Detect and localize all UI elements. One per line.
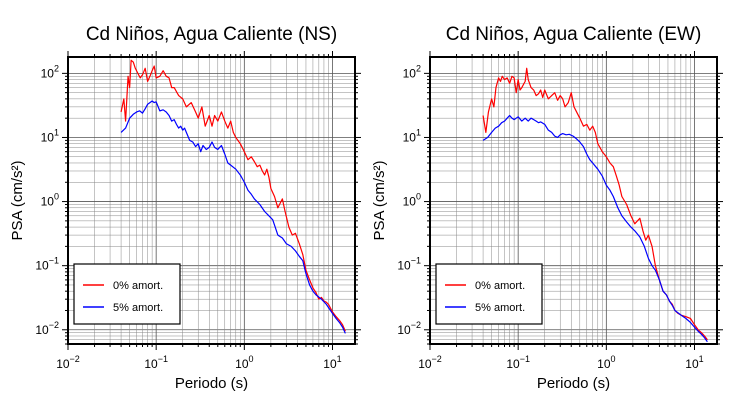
y-tick-label: 101 (41, 127, 59, 144)
y-tick-label: 100 (403, 192, 421, 209)
x-tick-label: 10−1 (144, 354, 168, 371)
x-tick-label: 101 (685, 354, 703, 371)
plot-frame (67, 56, 356, 345)
legend-label: 0% amort. (113, 280, 163, 292)
chart-panel-1: 10−2 10−1 100 101 10−2 10−1 100 101 102 Cd Niños,… (9, 24, 361, 392)
y-tick-label: 102 (41, 63, 59, 80)
legend-box (435, 263, 543, 325)
y-tick-label: 10−2 (397, 320, 421, 337)
y-axis-label: PSA (cm/s²) (371, 160, 388, 240)
series-line-undamped (120, 59, 346, 332)
x-tick-label: 10−1 (506, 354, 530, 371)
axis-ticks (424, 51, 723, 350)
x-tick-label: 10−2 (418, 354, 442, 371)
axis-ticks (62, 51, 361, 350)
y-tick-label: 102 (403, 63, 421, 80)
y-tick-label: 100 (41, 192, 59, 209)
x-tick-label: 100 (597, 354, 615, 371)
series-line-damped (482, 114, 708, 343)
series-line-damped (120, 100, 346, 334)
x-axis-label: Periodo (s) (175, 375, 248, 392)
legend-label: 5% amort. (113, 302, 163, 314)
plot-frame (429, 56, 718, 345)
x-axis-label: Periodo (s) (537, 375, 610, 392)
legend: 0% amort. 5% amort. (435, 263, 543, 325)
y-tick-label: 101 (403, 127, 421, 144)
legend-label: 0% amort. (475, 280, 525, 292)
legend-label: 5% amort. (475, 302, 525, 314)
chart-title: Cd Niños, Agua Caliente (EW) (446, 24, 702, 45)
y-axis-label: PSA (cm/s²) (9, 160, 26, 240)
y-tick-label: 10−1 (397, 256, 421, 273)
y-tick-label: 10−2 (35, 320, 59, 337)
x-tick-label: 101 (323, 354, 341, 371)
legend: 0% amort. 5% amort. (73, 263, 181, 325)
chart-title: Cd Niños, Agua Caliente (NS) (86, 24, 337, 45)
chart-panel-2: 10−2 10−1 100 101 10−2 10−1 100 101 102 Cd Niños,… (371, 24, 723, 392)
x-tick-label: 10−2 (56, 354, 80, 371)
legend-box (73, 263, 181, 325)
x-tick-label: 100 (235, 354, 253, 371)
y-tick-label: 10−1 (35, 256, 59, 273)
